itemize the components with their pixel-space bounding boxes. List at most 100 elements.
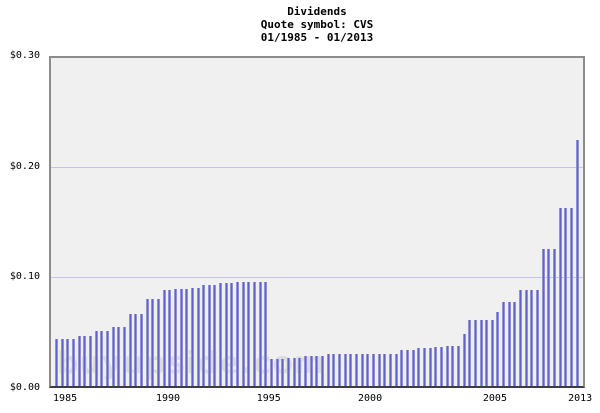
bar — [338, 354, 341, 386]
bar — [371, 354, 375, 386]
bar — [162, 289, 166, 386]
bar — [417, 347, 421, 386]
bar — [304, 355, 308, 386]
bar — [383, 354, 387, 386]
bar — [77, 335, 81, 386]
bar — [524, 290, 528, 386]
bar — [479, 320, 483, 386]
y-axis-tick-label: $0.20 — [9, 160, 40, 172]
bar — [258, 282, 262, 386]
bar — [105, 331, 109, 386]
y-axis-tick-label: $0.00 — [9, 382, 40, 393]
bar — [196, 287, 200, 386]
bar — [519, 290, 523, 386]
bar — [247, 282, 251, 386]
chart-date-range: 01/1985 - 01/2013 — [260, 31, 374, 44]
bar — [326, 354, 330, 386]
bar — [315, 355, 319, 386]
bar — [122, 326, 126, 386]
bar — [439, 346, 443, 386]
plot-area: buyupside.com — [49, 56, 585, 388]
bar — [473, 320, 477, 386]
bar — [168, 289, 172, 386]
x-axis-tick-label: 1995 — [256, 393, 281, 404]
bar — [281, 358, 285, 386]
x-axis-tick-label: 1985 — [53, 393, 78, 404]
bar — [575, 140, 579, 386]
bar — [241, 282, 245, 386]
bar — [513, 302, 517, 386]
bar — [66, 339, 70, 386]
bar — [60, 339, 64, 386]
bar — [55, 339, 58, 386]
bar — [400, 350, 404, 386]
bar — [547, 249, 551, 386]
bar — [128, 313, 132, 386]
bar — [485, 320, 489, 386]
bar — [388, 354, 392, 386]
bar — [530, 290, 534, 386]
bar — [207, 285, 211, 386]
bar — [405, 350, 409, 386]
bar — [219, 283, 223, 386]
bar — [139, 313, 143, 386]
bar — [354, 354, 358, 386]
bar — [422, 347, 426, 386]
bar — [428, 347, 432, 386]
bar — [88, 335, 92, 386]
bar — [502, 302, 506, 386]
x-axis-tick-label: 1990 — [155, 393, 181, 404]
bar — [151, 298, 155, 386]
bar — [496, 311, 500, 386]
bar — [558, 208, 562, 386]
bar — [111, 326, 115, 386]
bar — [213, 285, 217, 386]
bar — [275, 358, 279, 386]
bar — [553, 249, 557, 386]
bar — [134, 313, 138, 386]
bar — [83, 335, 87, 386]
bar — [173, 288, 177, 386]
bar — [570, 208, 574, 386]
bar — [445, 345, 449, 386]
bar — [349, 354, 353, 386]
bar — [343, 354, 347, 386]
bar — [100, 331, 104, 386]
gridline — [51, 276, 583, 278]
bar — [236, 282, 240, 386]
bar — [366, 354, 370, 386]
bar — [462, 333, 466, 386]
bar — [434, 346, 438, 386]
bar — [179, 288, 183, 386]
bar — [377, 354, 381, 386]
gridline — [51, 167, 583, 169]
bar — [270, 358, 274, 386]
bar — [456, 345, 460, 386]
bar — [264, 282, 268, 386]
bar — [292, 357, 296, 386]
bar — [190, 287, 194, 386]
bar — [411, 350, 415, 386]
bar — [224, 283, 228, 386]
bar — [536, 290, 540, 386]
bar — [71, 339, 75, 386]
y-axis-tick-label: $0.10 — [9, 271, 40, 283]
bar — [230, 283, 234, 386]
bar — [490, 320, 494, 386]
bar — [507, 302, 511, 386]
bar — [321, 355, 325, 386]
bar — [564, 208, 568, 386]
bar — [360, 354, 364, 386]
bar — [202, 285, 206, 386]
bar — [253, 282, 257, 386]
bar — [541, 249, 545, 386]
bar — [468, 320, 472, 386]
x-axis-tick-label: 2000 — [358, 393, 383, 404]
bar — [185, 288, 189, 386]
bar — [156, 298, 160, 386]
bar — [451, 345, 455, 386]
bar — [145, 298, 149, 386]
bar — [117, 326, 121, 386]
bar — [309, 355, 313, 386]
